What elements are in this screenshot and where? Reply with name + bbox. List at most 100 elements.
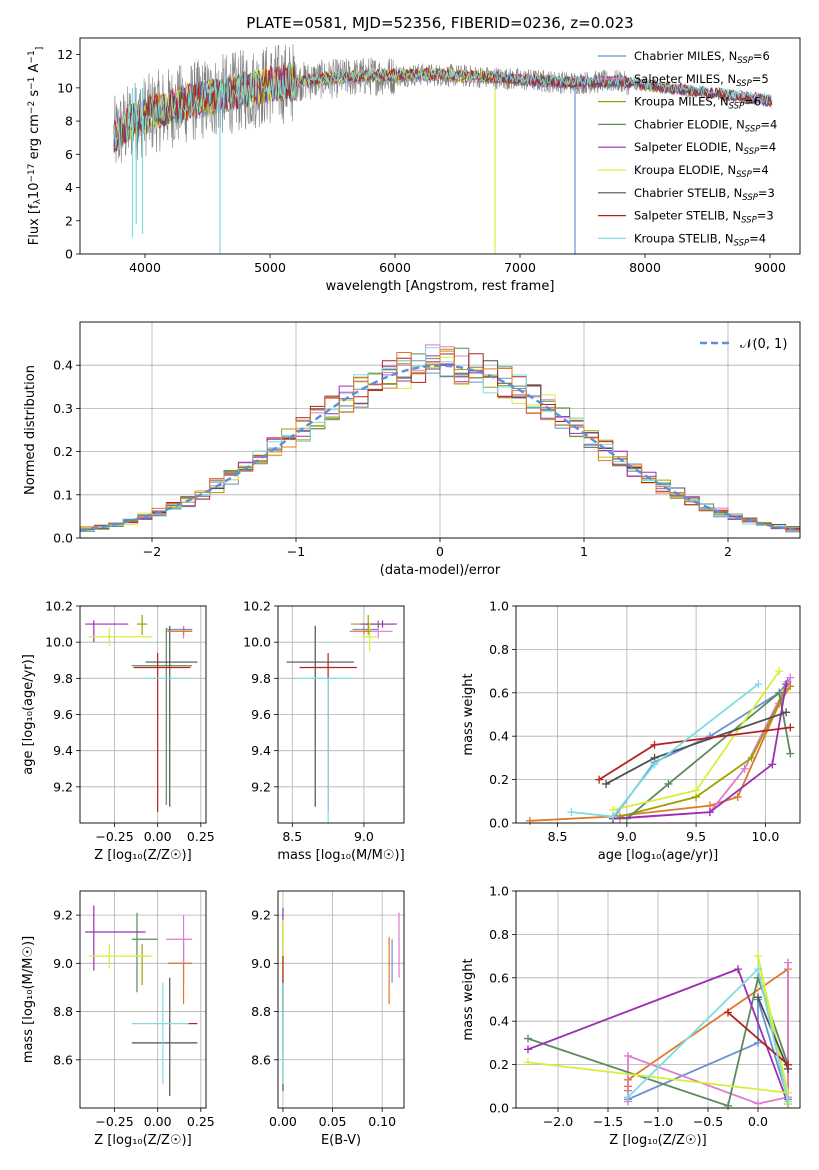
y-tick-label: 9.8 [251,671,271,686]
grid [516,605,800,824]
y-tick-label: 0.8 [489,642,509,657]
weight-marker [786,682,795,691]
weight-marker [524,1034,532,1043]
histogram-steps [80,360,800,531]
weight-marker [664,779,673,788]
y-tick-label: 0.1 [53,487,73,502]
legend: Chabrier MILES, NSSP=6 Salpeter MILES, NS… [598,49,777,248]
x-tick-label: 8000 [629,260,661,275]
y-tick-label: 0.2 [489,1057,509,1072]
x-tick-label: 9.0 [617,829,637,844]
y-tick-label: 9.6 [53,707,73,722]
x-tick-label: −0.25 [95,829,133,844]
axes-frame [515,605,801,824]
axes-frame [277,605,405,824]
y-tick-label: 9.6 [251,707,271,722]
weight-marker [786,723,795,732]
plot-area [79,344,801,533]
x-tick-label: 2 [724,544,732,559]
weight-series-line [527,955,790,1104]
y-tick-label: 8.8 [251,1004,271,1019]
weight-marker [784,958,792,967]
panel-age_vs_Z: −0.25 0.00 0.25 9.2 9.4 9.6 9.8 10.0 10.2 Z [log₁… [21,599,215,864]
weight-marker [567,808,576,817]
y-tick-label: 12 [57,47,73,62]
model-fit-line [113,63,773,150]
axes-frame [515,890,801,1109]
x-tick-label: 0.00 [144,829,172,844]
weight-marker [724,1101,732,1110]
x-axis-label: age [log₁₀(age/yr)] [598,848,719,863]
grid [80,605,206,823]
y-tick-label: 0.4 [489,729,509,744]
panel-mass_vs_Z: −0.25 0.00 0.25 8.6 8.8 9.0 9.2 Z [log₁₀(Z/Z☉)]… [21,890,215,1148]
panel-age_vs_mass: 8.5 9.0 9.2 9.4 9.6 9.8 10.0 10.2 mass [log₁₀(M/… [243,599,405,864]
legend-label: Salpeter MILES, NSSP=5 [634,72,769,89]
axes-frame [79,605,207,824]
axes-frame [79,321,801,539]
y-axis-label: Flux [fλ10−17 erg cm−2 s−1 A−1] [27,47,45,245]
weight-marker [782,708,791,717]
weight-marker [747,753,756,762]
weight-series-line [612,683,787,820]
x-tick-label: 0.10 [368,1114,396,1129]
weight-marker [754,1038,762,1047]
panel-residuals: −2 −1 0 1 2 0.0 0.1 0.2 0.3 0.4 (data-model)/error… [23,321,801,578]
x-tick-label: 8.5 [548,829,568,844]
weight-marker [724,1008,732,1017]
grid [278,891,404,1108]
legend-label: Chabrier ELODIE, NSSP=4 [634,117,777,134]
x-tick-label: 8.5 [282,829,302,844]
x-tick-label: 10.0 [751,829,779,844]
plot-area [85,615,198,813]
x-axis-label: Z [log₁₀(Z/Z☉)] [609,1133,706,1148]
x-tick-label: 4000 [129,260,161,275]
y-axis-label: mass [log₁₀(M/M☉)] [21,936,36,1063]
panel-spectrum: 4000 5000 6000 7000 8000 9000 0 2 4 6 8 10 12 wavelen… [27,37,801,294]
y-tick-label: 9.2 [53,779,73,794]
y-tick-label: 9.2 [53,908,73,923]
x-tick-label: 9.5 [686,829,706,844]
y-tick-label: 0.8 [489,927,509,942]
weight-marker [754,680,763,689]
y-tick-label: 8.8 [53,1004,73,1019]
x-tick-label: 0.05 [319,1114,347,1129]
x-tick-label: 0 [436,544,444,559]
y-tick-label: 10.0 [243,635,271,650]
weight-marker [784,1060,792,1069]
y-tick-label: 9.2 [251,779,271,794]
x-axis-label: Z [log₁₀(Z/Z☉)] [94,848,191,863]
y-tick-label: 0.0 [489,816,509,831]
weight-marker [782,680,791,689]
x-axis-label: wavelength [Angstrom, rest frame] [326,279,555,294]
weight-marker [775,688,784,697]
plot-area [525,667,795,825]
weight-series-line [612,681,789,820]
panel-weight_vs_Z: −2.0 −1.5 −1.0 −0.5 0.0 0.0 0.2 0.4 0.6 0.8 1.0 Z [… [461,884,801,1148]
y-tick-label: 10.2 [243,599,271,614]
weight-marker [768,760,777,769]
weight-marker [734,965,742,974]
x-tick-label: −1.0 [643,1114,673,1129]
x-tick-label: 0.00 [144,1114,172,1129]
y-tick-label: 0.2 [53,444,73,459]
panel-mass_vs_EBV: 0.00 0.05 0.10 8.6 8.8 9.0 9.2 E(B-V) [251,890,405,1148]
weight-series-line [619,688,787,818]
y-axis-label: mass weight [461,673,476,755]
y-tick-label: 0.0 [53,531,73,546]
y-tick-label: 2 [65,213,73,228]
x-axis-label: (data-model)/error [380,563,501,578]
y-axis-label: mass weight [461,958,476,1040]
weight-marker [595,775,604,784]
weight-marker [608,812,617,821]
x-tick-label: −1 [287,544,305,559]
axes-frame [277,890,405,1109]
x-tick-label: 0.25 [187,829,215,844]
x-tick-label: 7000 [504,260,536,275]
y-tick-label: 8.6 [251,1052,271,1067]
normal-curve [79,364,801,532]
x-axis-label: mass [log₁₀(M/M☉)] [277,848,404,863]
y-tick-label: 8.6 [53,1052,73,1067]
weight-marker [624,1093,632,1102]
